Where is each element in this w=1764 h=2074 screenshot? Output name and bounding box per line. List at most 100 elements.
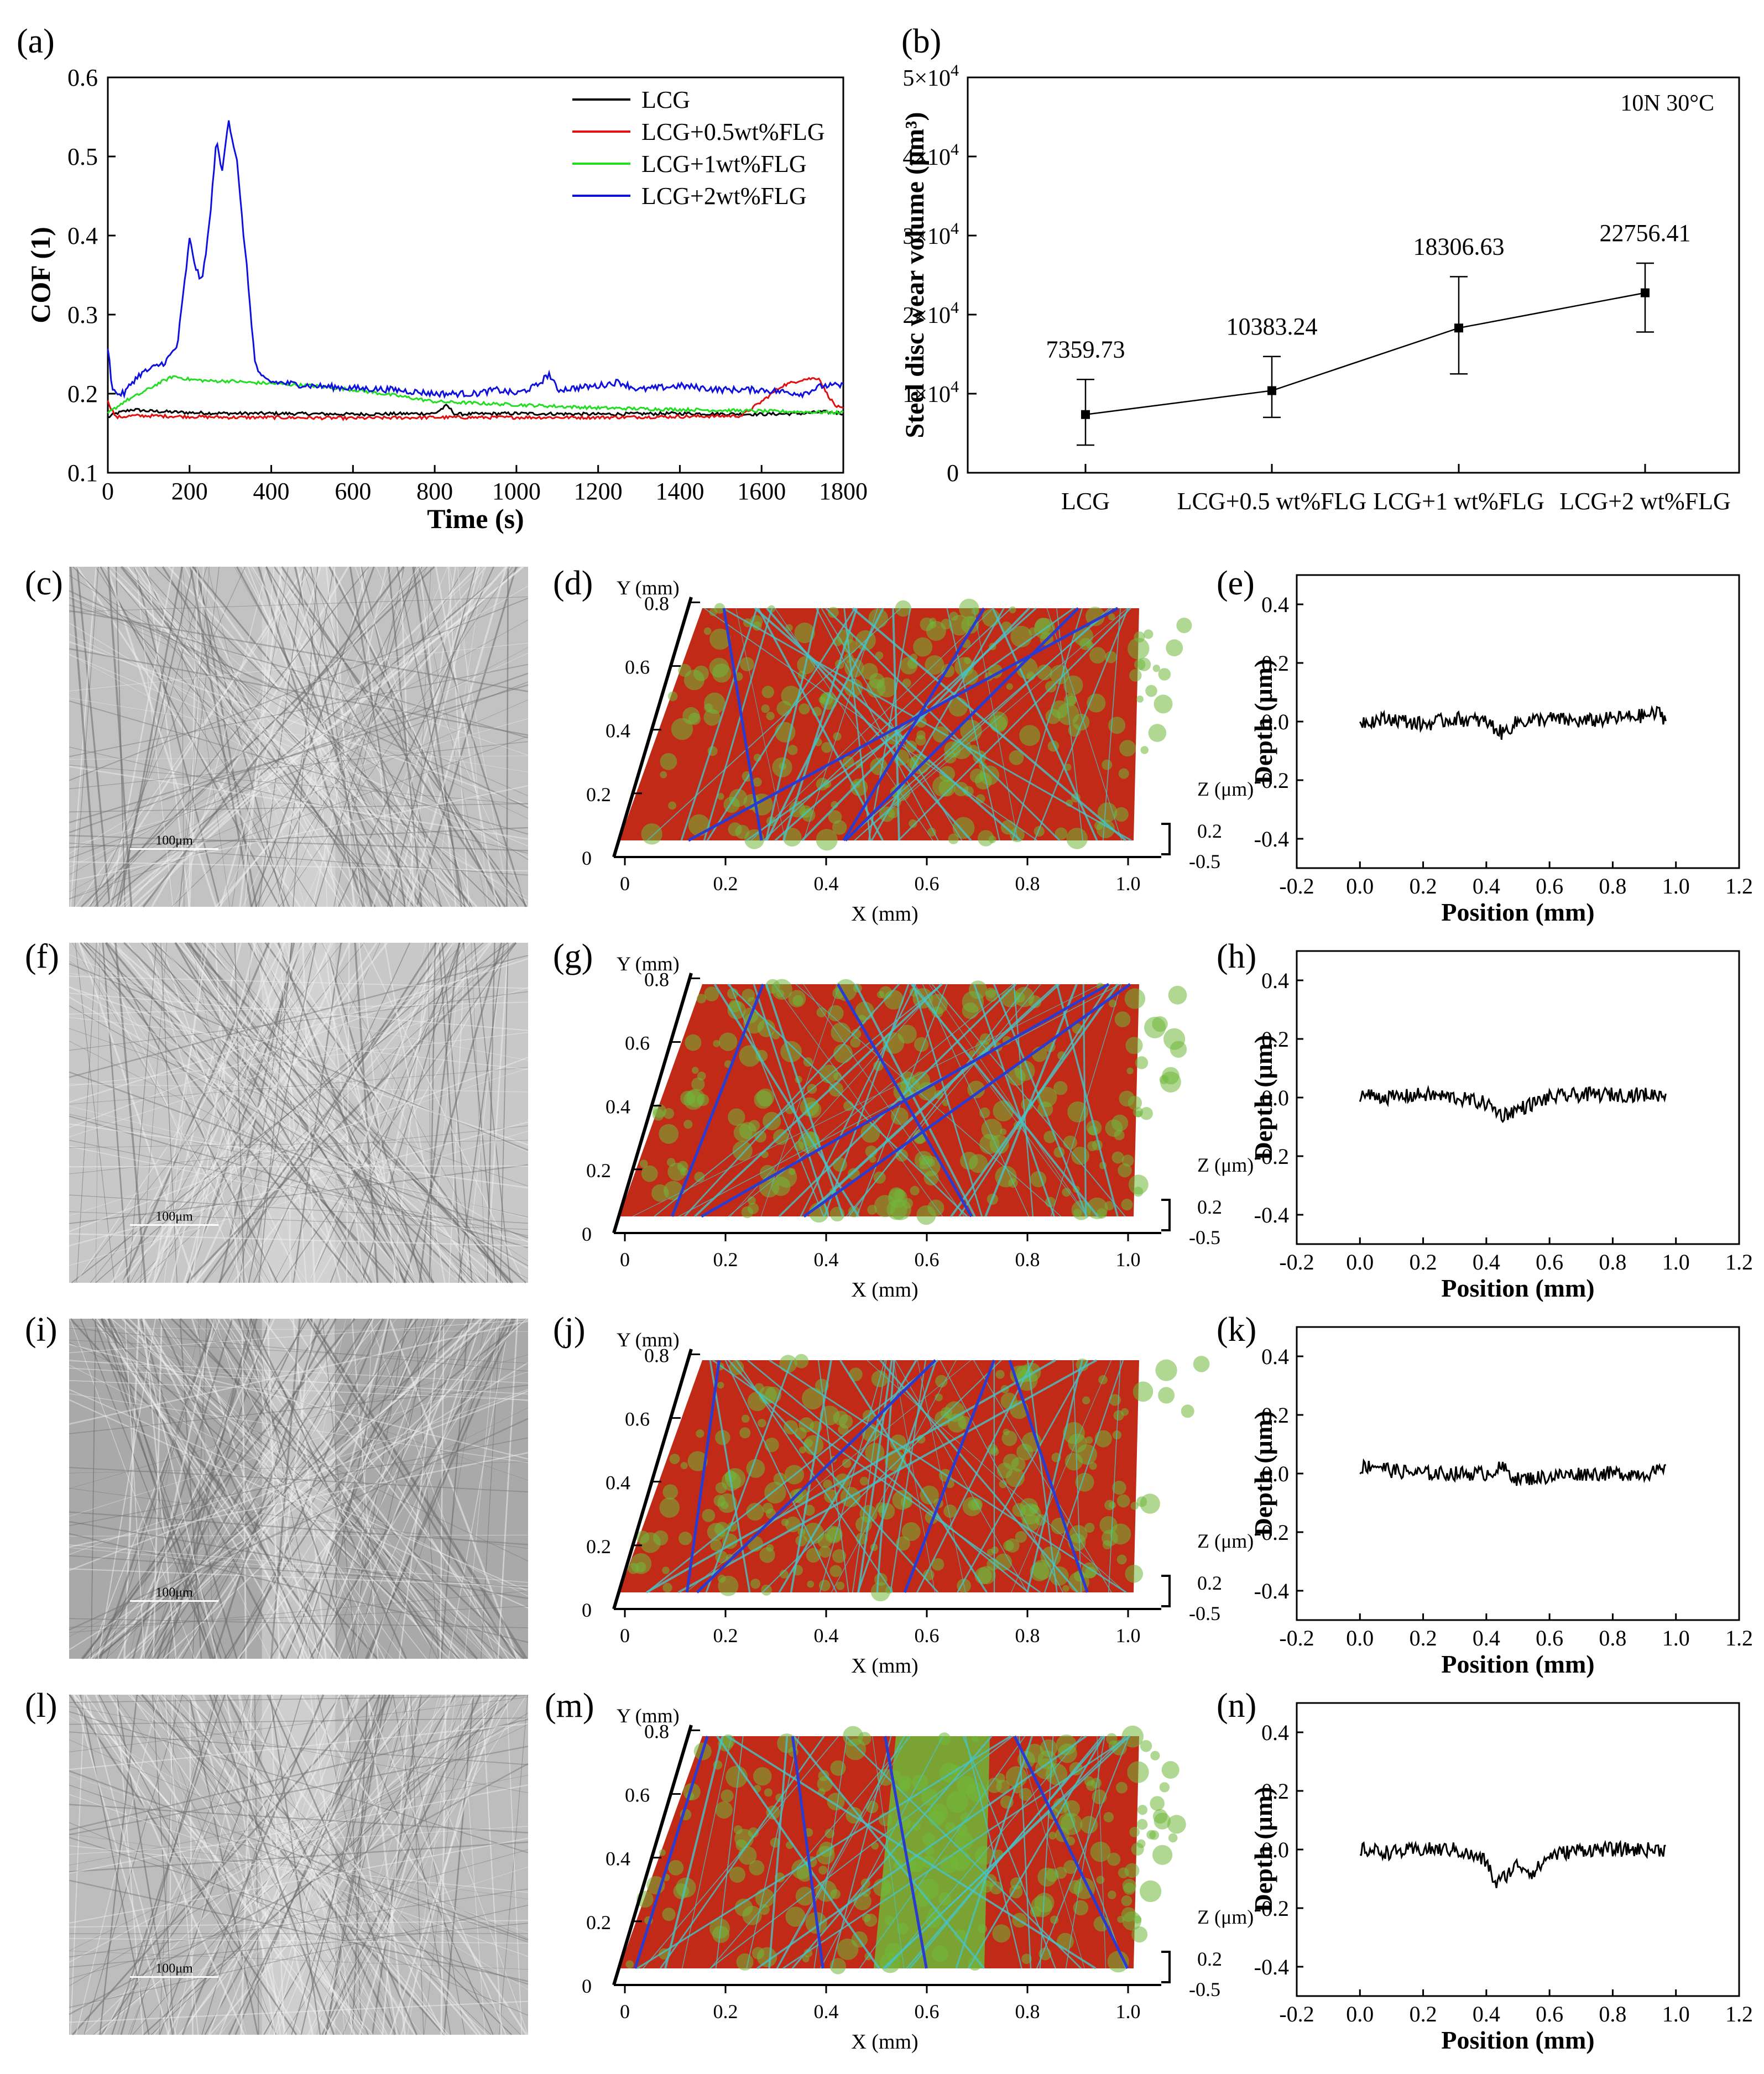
micrograph-scratch: [499, 1694, 528, 2035]
micrograph-scratch: [128, 942, 157, 1283]
micrograph-scratch: [497, 1318, 519, 1659]
profile-ytick-label: 0.4: [1261, 592, 1289, 617]
chart-b-value-label: 7359.73: [1046, 336, 1125, 363]
surface-texture: [1131, 1926, 1148, 1943]
surface-texture: [1006, 683, 1013, 690]
chart-b-series-line: [1085, 292, 1646, 416]
profile-xlabel: Position (mm): [1441, 2026, 1594, 2054]
micrograph-scratch: [310, 1318, 528, 1659]
surface-texture: [1128, 1174, 1149, 1195]
surface-texture: [1116, 1554, 1127, 1565]
surface-ytick-label: 0.4: [606, 1096, 630, 1118]
surface-texture: [1144, 629, 1154, 639]
micrograph-scratch: [69, 1389, 529, 1555]
surface-ytick-label: 0: [582, 1599, 592, 1621]
surface-texture: [860, 1123, 880, 1143]
micrograph-scratch: [356, 1318, 373, 1659]
surface-ztick-label: 0.2: [1197, 820, 1222, 842]
surface-j: 00.20.40.60.8Y (mm)0 0.2 0.4 0.6 0.8 1.0X (mm…: [582, 1329, 1254, 1678]
micrograph-scratch: [485, 942, 509, 1283]
micrograph-scratch: [337, 1318, 473, 1659]
micrograph-scratch: [69, 1920, 529, 1928]
micrograph-scratch: [69, 1723, 529, 1770]
micrograph-scratch: [83, 942, 398, 1283]
micrograph-scratch: [227, 942, 380, 1283]
surface-texture: [1009, 750, 1024, 765]
micrograph-scratch: [116, 566, 194, 907]
chart-b-ytick-label: 2×104: [902, 299, 959, 328]
surface-texture: [784, 1420, 798, 1435]
micrograph-scratch: [69, 1342, 529, 1561]
chart-b-ytick-label: 3×104: [902, 220, 959, 249]
panel-label-b: (b): [901, 23, 941, 60]
profile-frame: [1296, 950, 1740, 1245]
micrograph-scratch: [69, 1822, 529, 2016]
micrograph-scratch: [338, 566, 494, 907]
surface-texture: [817, 1776, 833, 1792]
surface-texture: [659, 1124, 679, 1144]
chart-b: 0 1×104 2×104 3×104 4×104 5×104 LCG LCG+0.5 wt%…: [900, 61, 1740, 515]
surface-texture: [875, 651, 884, 660]
surface-texture: [1114, 1011, 1131, 1027]
surface-texture: [799, 703, 810, 715]
surface-texture: [944, 741, 961, 758]
micrograph-scratch: [132, 1318, 233, 1659]
surface-texture: [1021, 1953, 1032, 1965]
surface-scratch: [813, 1736, 848, 1969]
surface-scratch: [914, 984, 1087, 1217]
micrograph-scratch: [69, 1083, 529, 1093]
chart-b-xtick-label: LCG: [1061, 488, 1110, 515]
surface-texture: [667, 1158, 676, 1167]
micrograph-scratch: [123, 566, 483, 907]
surface-texture: [1136, 1496, 1147, 1507]
surface-xtick-label: 0.4: [814, 873, 839, 895]
surface-texture: [639, 1159, 648, 1168]
micrograph-scratch: [463, 942, 498, 1283]
surface-scratch: [1036, 1736, 1130, 1969]
micrograph-scratch: [117, 1318, 275, 1659]
surface-texture: [1116, 1494, 1130, 1508]
surface-scratch: [1041, 1736, 1126, 1969]
chart-b-xtick-label: LCG+1 wt%FLG: [1373, 488, 1544, 515]
surface-texture: [1181, 1404, 1194, 1418]
micrograph-scratch: [69, 954, 529, 1129]
surface-m: 00.20.40.60.8Y (mm)0 0.2 0.4 0.6 0.8 1.0X (mm…: [582, 1705, 1254, 2054]
micrograph-scratch: [69, 1923, 529, 1968]
profile-xtick-label: 0.4: [1473, 874, 1500, 898]
surface-texture: [892, 1490, 912, 1510]
surface-scratch: [854, 608, 1110, 841]
surface-texture: [779, 1570, 789, 1579]
micrograph-scratch: [153, 942, 526, 1283]
surface-scratch: [782, 1735, 1130, 1969]
surface-scratch: [973, 1360, 1112, 1593]
surface-scratch: [1011, 1360, 1112, 1593]
surface-texture: [709, 1918, 730, 1939]
surface-texture: [740, 657, 754, 671]
micrograph-scratch: [69, 1618, 529, 1628]
surface-scratch: [791, 1736, 824, 1969]
surface-texture: [803, 1435, 824, 1455]
surface-texture: [833, 732, 842, 741]
surface-scratch: [884, 1736, 928, 1969]
surface-scratch: [837, 983, 973, 1218]
chart-b-frame: [967, 76, 1740, 474]
profile-xtick-label: 0.2: [1410, 874, 1437, 898]
surface-texture: [727, 1001, 746, 1020]
surface-xtick-label: 1.0: [1116, 873, 1141, 895]
surface-texture: [1176, 618, 1192, 634]
micrograph-scratch: [106, 566, 217, 907]
surface-scratch: [946, 608, 1000, 841]
surface-texture: [827, 1793, 845, 1811]
surface-texture: [859, 1476, 869, 1486]
surface-texture: [1097, 1208, 1107, 1219]
chart-b-point: [1267, 386, 1276, 395]
micrograph-scratch: [232, 1694, 339, 2035]
micrograph-scratch: [69, 1041, 529, 1279]
surface-texture: [849, 1367, 863, 1381]
micrograph-scratch: [73, 1694, 169, 2035]
micrograph-scratch: [69, 1904, 529, 2008]
surface-texture: [636, 1530, 650, 1544]
surface-ylabel: Y (mm): [617, 577, 680, 599]
micrograph-scratch: [102, 942, 129, 1283]
micrograph-scratch: [139, 1694, 396, 2035]
